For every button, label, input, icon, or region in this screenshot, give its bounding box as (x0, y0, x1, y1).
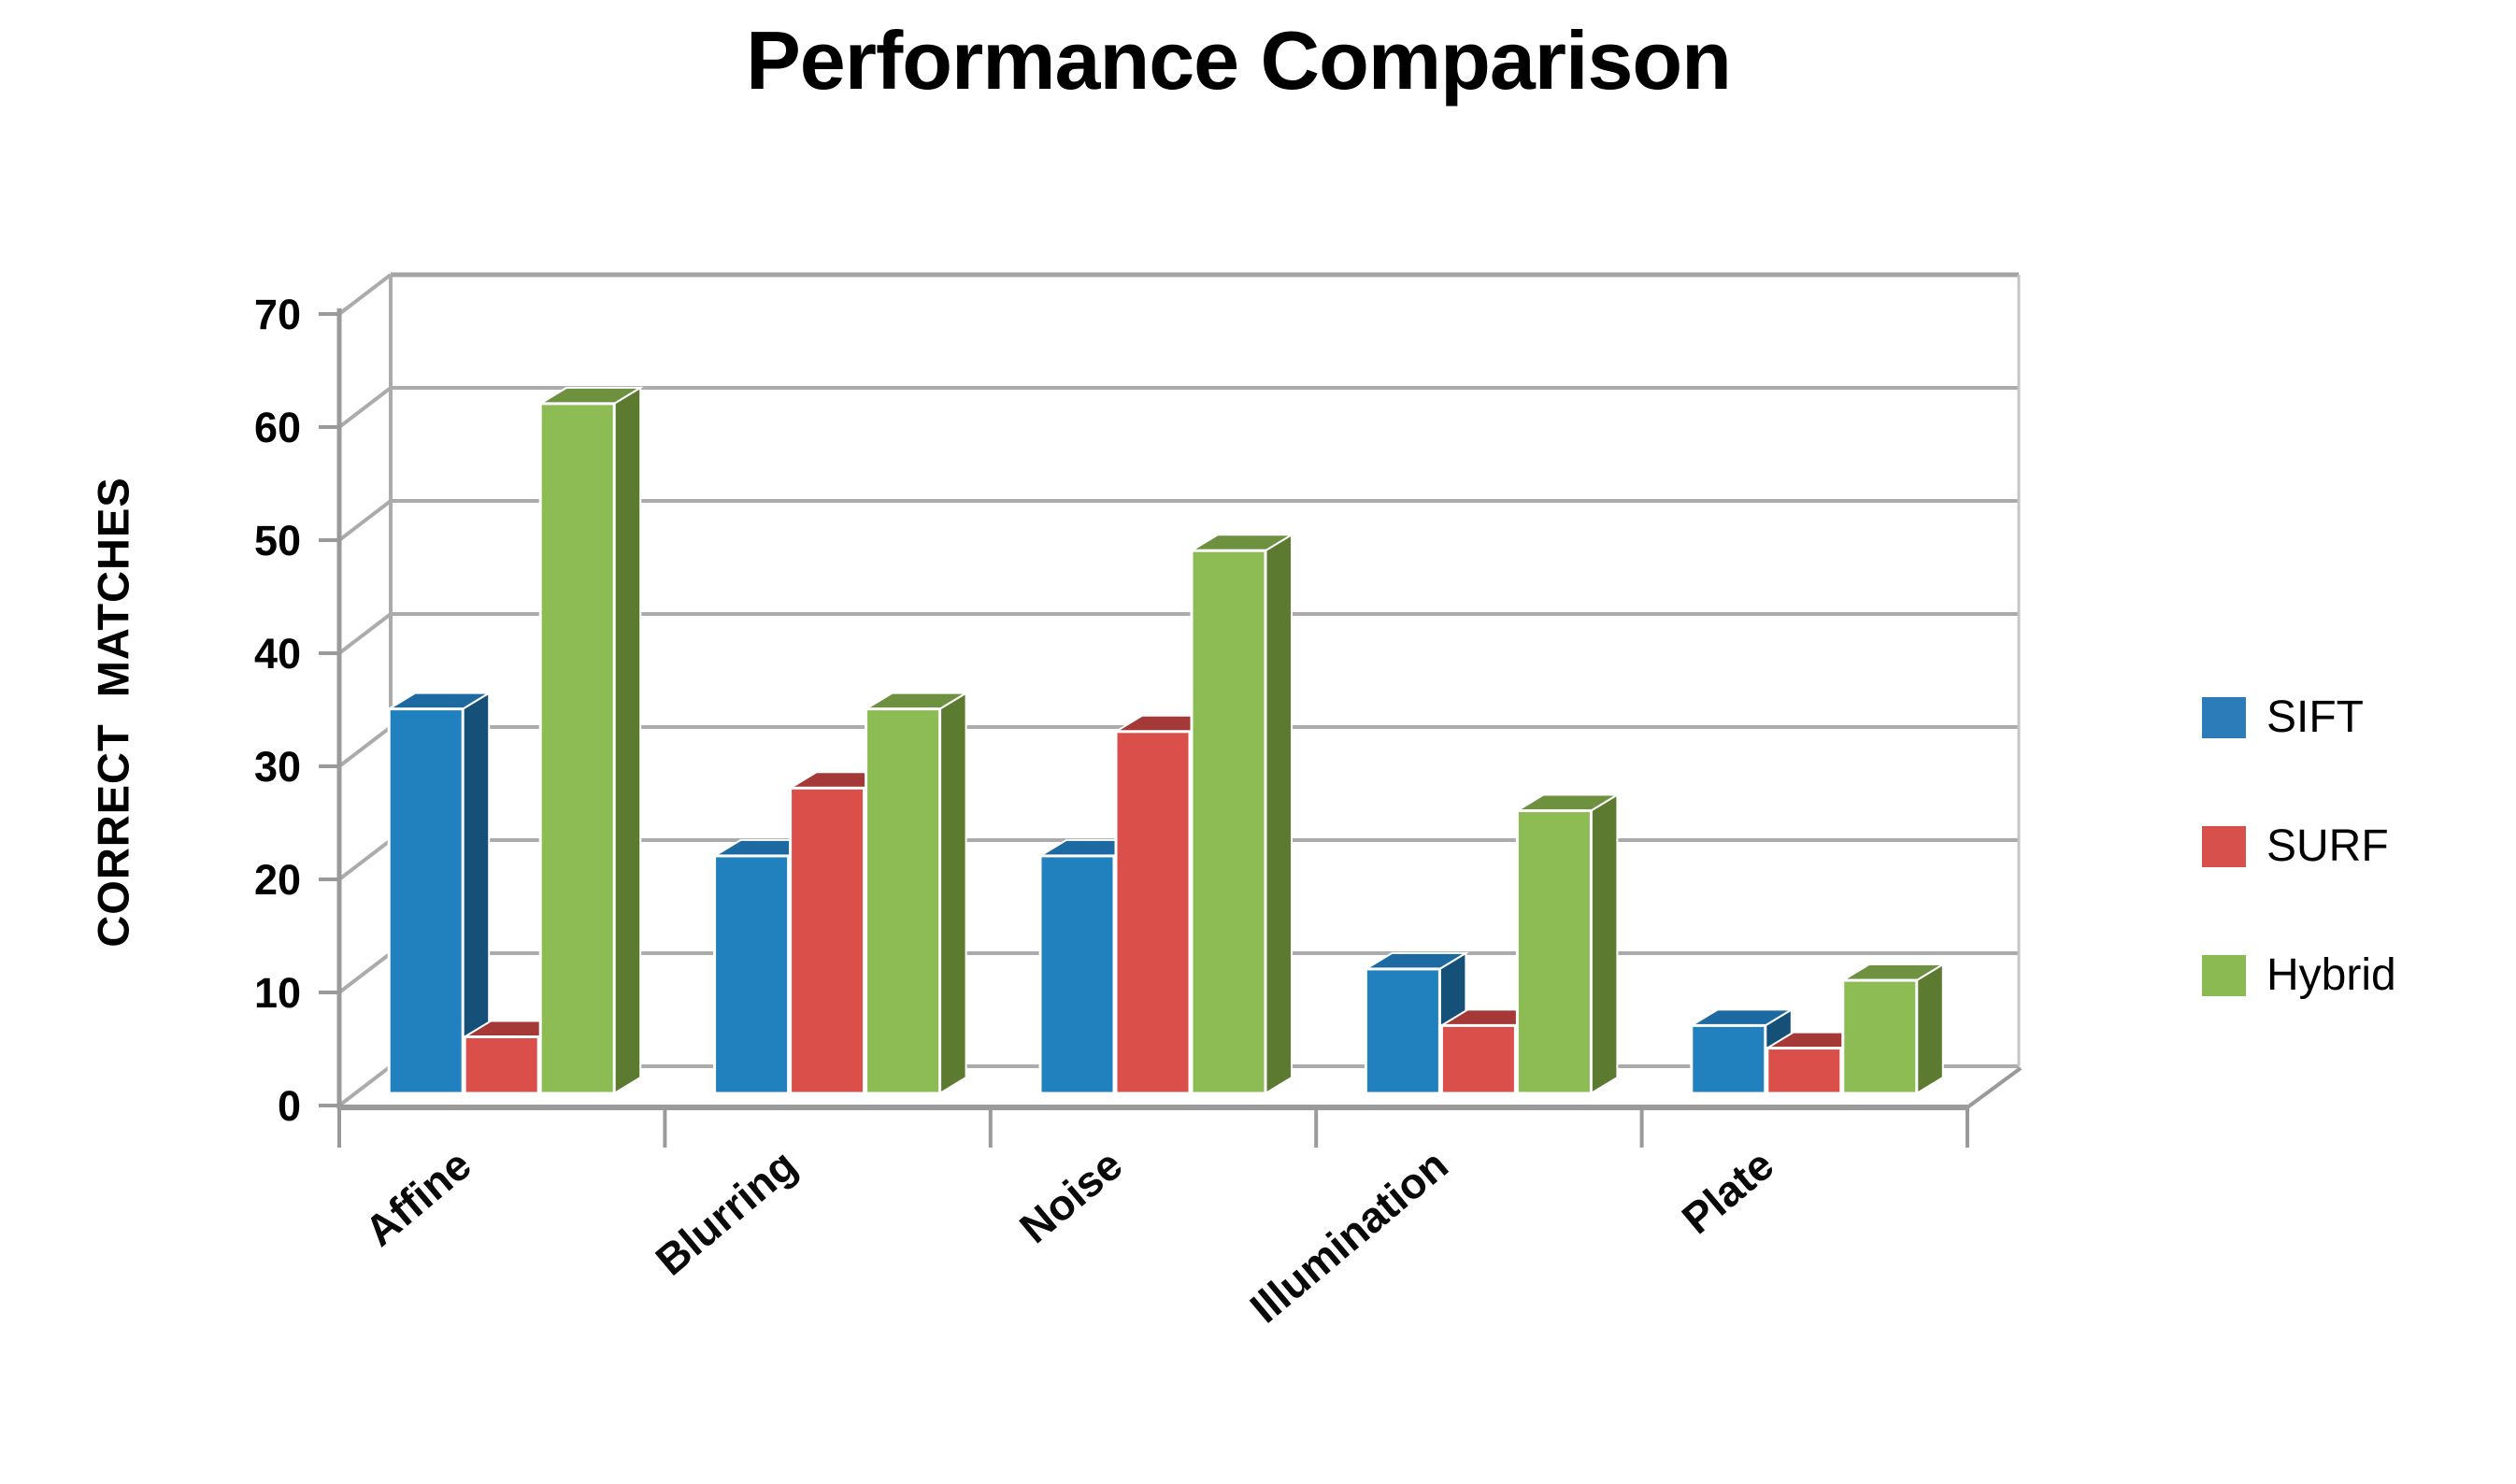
legend-item-sift: SIFT (2202, 692, 2396, 742)
legend-swatch-hybrid (2202, 955, 2246, 996)
gridline-depth-20 (337, 838, 393, 881)
legend-label: Hybrid (2266, 950, 2396, 1000)
y-tick-label-30: 30 (254, 743, 301, 791)
bar-side-blurring-hybrid (938, 691, 967, 1095)
category-label-noise: Noise (1010, 1140, 1131, 1252)
bar-plate-sift (1690, 1023, 1767, 1095)
bar-illumination-surf (1439, 1023, 1517, 1095)
bar-side-plate-hybrid (1915, 963, 1944, 1095)
bar-noise-surf (1114, 730, 1192, 1095)
legend-label: SIFT (2266, 692, 2364, 742)
bar-illumination-hybrid (1515, 809, 1593, 1095)
y-tick-label-20: 20 (254, 856, 301, 904)
category-label-blurring: Blurring (647, 1140, 806, 1285)
floor-right-edge (1966, 1066, 2023, 1109)
bar-plate-surf (1765, 1047, 1843, 1095)
bar-side-illumination-hybrid (1590, 792, 1619, 1095)
gridline-depth-30 (337, 725, 393, 768)
legend-label: SURF (2266, 821, 2389, 871)
gridline-depth-10 (337, 951, 393, 994)
gridline-depth-60 (337, 386, 393, 429)
category-label-illumination: Illumination (1241, 1140, 1457, 1333)
bar-affine-sift (387, 707, 465, 1095)
legend-swatch-sift (2202, 697, 2246, 738)
gridline-depth-70 (337, 273, 393, 316)
bar-affine-surf (463, 1035, 540, 1095)
category-label-plate: Plate (1673, 1140, 1783, 1244)
category-label-affine: Affine (355, 1140, 479, 1256)
bar-blurring-hybrid (865, 707, 942, 1095)
y-tick-label-40: 40 (254, 630, 301, 678)
gridline-depth-0 (337, 1064, 393, 1107)
bar-blurring-sift (713, 854, 791, 1095)
bar-plate-hybrid (1841, 978, 1919, 1095)
bar-affine-hybrid (538, 402, 616, 1095)
y-tick-label-0: 0 (278, 1082, 301, 1130)
legend-item-surf: SURF (2202, 821, 2396, 871)
legend-swatch-surf (2202, 826, 2246, 867)
bar-side-noise-hybrid (1265, 533, 1293, 1095)
bar-side-affine-hybrid (613, 386, 642, 1095)
bar-illumination-sift (1364, 967, 1441, 1095)
bar-noise-sift (1038, 854, 1116, 1095)
gridline-depth-40 (337, 612, 393, 655)
y-tick-label-50: 50 (254, 517, 301, 564)
y-tick-label-10: 10 (254, 969, 301, 1017)
legend-item-hybrid: Hybrid (2202, 950, 2396, 1000)
bar-blurring-surf (789, 786, 866, 1095)
bar-noise-hybrid (1190, 549, 1267, 1095)
y-tick-label-70: 70 (254, 291, 301, 338)
legend: SIFT SURF Hybrid (2202, 692, 2396, 1000)
y-tick-label-60: 60 (254, 404, 301, 451)
chart-title: Performance Comparison (746, 14, 1732, 107)
gridline-depth-50 (337, 499, 393, 542)
